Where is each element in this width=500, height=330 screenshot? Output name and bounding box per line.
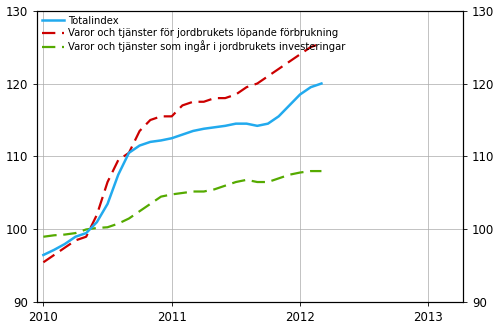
Totalindex [201, 127, 207, 131]
Varor och tjänster som ingår i jordbrukets investeringar [62, 233, 68, 237]
Varor och tjänster för jordbrukets löpande förbrukning [212, 96, 218, 100]
Varor och tjänster som ingår i jordbrukets investeringar [276, 177, 281, 181]
Totalindex [286, 103, 292, 107]
Varor och tjänster som ingår i jordbrukets investeringar [158, 195, 164, 199]
Varor och tjänster som ingår i jordbrukets investeringar [297, 171, 303, 175]
Varor och tjänster för jordbrukets löpande förbrukning [94, 213, 100, 217]
Totalindex [318, 82, 324, 85]
Varor och tjänster som ingår i jordbrukets investeringar [72, 231, 78, 235]
Varor och tjänster som ingår i jordbrukets investeringar [201, 189, 207, 193]
Totalindex [244, 122, 250, 126]
Varor och tjänster som ingår i jordbrukets investeringar [94, 226, 100, 230]
Totalindex [254, 124, 260, 128]
Totalindex [233, 122, 239, 126]
Totalindex [115, 173, 121, 177]
Varor och tjänster som ingår i jordbrukets investeringar [40, 235, 46, 239]
Totalindex [158, 139, 164, 143]
Varor och tjänster som ingår i jordbrukets investeringar [51, 233, 57, 237]
Totalindex [168, 136, 174, 140]
Totalindex [222, 124, 228, 128]
Varor och tjänster som ingår i jordbrukets investeringar [115, 222, 121, 226]
Varor och tjänster som ingår i jordbrukets investeringar [136, 209, 142, 213]
Totalindex [276, 115, 281, 118]
Varor och tjänster för jordbrukets löpande förbrukning [83, 235, 89, 239]
Totalindex [265, 122, 271, 126]
Varor och tjänster för jordbrukets löpande förbrukning [72, 238, 78, 242]
Varor och tjänster för jordbrukets löpande förbrukning [318, 41, 324, 45]
Varor och tjänster som ingår i jordbrukets investeringar [265, 180, 271, 184]
Totalindex [148, 140, 154, 144]
Varor och tjänster för jordbrukets löpande förbrukning [104, 180, 110, 184]
Varor och tjänster för jordbrukets löpande förbrukning [62, 246, 68, 250]
Varor och tjänster för jordbrukets löpande förbrukning [254, 82, 260, 85]
Varor och tjänster för jordbrukets löpande förbrukning [233, 92, 239, 96]
Totalindex [190, 129, 196, 133]
Varor och tjänster för jordbrukets löpande förbrukning [276, 67, 281, 71]
Varor och tjänster för jordbrukets löpande förbrukning [51, 253, 57, 257]
Totalindex [308, 85, 314, 89]
Line: Varor och tjänster som ingår i jordbrukets investeringar: Varor och tjänster som ingår i jordbruke… [44, 171, 322, 237]
Totalindex [104, 202, 110, 206]
Totalindex [212, 125, 218, 129]
Totalindex [180, 133, 186, 137]
Varor och tjänster för jordbrukets löpande förbrukning [115, 158, 121, 162]
Varor och tjänster för jordbrukets löpande förbrukning [190, 100, 196, 104]
Varor och tjänster för jordbrukets löpande förbrukning [308, 45, 314, 49]
Varor och tjänster som ingår i jordbrukets investeringar [212, 187, 218, 191]
Varor och tjänster som ingår i jordbrukets investeringar [233, 180, 239, 184]
Totalindex [40, 253, 46, 257]
Totalindex [136, 144, 142, 148]
Varor och tjänster som ingår i jordbrukets investeringar [222, 184, 228, 188]
Varor och tjänster som ingår i jordbrukets investeringar [126, 216, 132, 220]
Varor och tjänster för jordbrukets löpande förbrukning [222, 96, 228, 100]
Varor och tjänster för jordbrukets löpande förbrukning [297, 52, 303, 56]
Varor och tjänster som ingår i jordbrukets investeringar [318, 169, 324, 173]
Varor och tjänster som ingår i jordbrukets investeringar [168, 192, 174, 196]
Varor och tjänster för jordbrukets löpande förbrukning [168, 115, 174, 118]
Varor och tjänster för jordbrukets löpande förbrukning [40, 260, 46, 264]
Varor och tjänster som ingår i jordbrukets investeringar [148, 202, 154, 206]
Varor och tjänster för jordbrukets löpande förbrukning [265, 74, 271, 78]
Varor och tjänster som ingår i jordbrukets investeringar [180, 191, 186, 195]
Totalindex [72, 235, 78, 239]
Varor och tjänster för jordbrukets löpande förbrukning [126, 151, 132, 155]
Varor och tjänster som ingår i jordbrukets investeringar [286, 173, 292, 177]
Varor och tjänster för jordbrukets löpande förbrukning [180, 103, 186, 107]
Line: Varor och tjänster för jordbrukets löpande förbrukning: Varor och tjänster för jordbrukets löpan… [44, 43, 322, 262]
Varor och tjänster som ingår i jordbrukets investeringar [244, 178, 250, 182]
Varor och tjänster som ingår i jordbrukets investeringar [308, 169, 314, 173]
Varor och tjänster som ingår i jordbrukets investeringar [83, 227, 89, 231]
Varor och tjänster för jordbrukets löpande förbrukning [136, 129, 142, 133]
Totalindex [51, 248, 57, 252]
Varor och tjänster för jordbrukets löpande förbrukning [286, 60, 292, 64]
Totalindex [126, 151, 132, 155]
Varor och tjänster för jordbrukets löpande förbrukning [148, 118, 154, 122]
Legend: Totalindex, Varor och tjänster för jordbrukets löpande förbrukning, Varor och tj: Totalindex, Varor och tjänster för jordb… [40, 14, 348, 54]
Varor och tjänster för jordbrukets löpande förbrukning [201, 100, 207, 104]
Totalindex [83, 231, 89, 235]
Varor och tjänster som ingår i jordbrukets investeringar [104, 225, 110, 229]
Varor och tjänster som ingår i jordbrukets investeringar [254, 180, 260, 184]
Varor och tjänster som ingår i jordbrukets investeringar [190, 189, 196, 193]
Varor och tjänster för jordbrukets löpande förbrukning [244, 85, 250, 89]
Totalindex [62, 242, 68, 246]
Totalindex [297, 92, 303, 96]
Varor och tjänster för jordbrukets löpande förbrukning [158, 115, 164, 118]
Totalindex [94, 220, 100, 224]
Line: Totalindex: Totalindex [44, 83, 322, 255]
